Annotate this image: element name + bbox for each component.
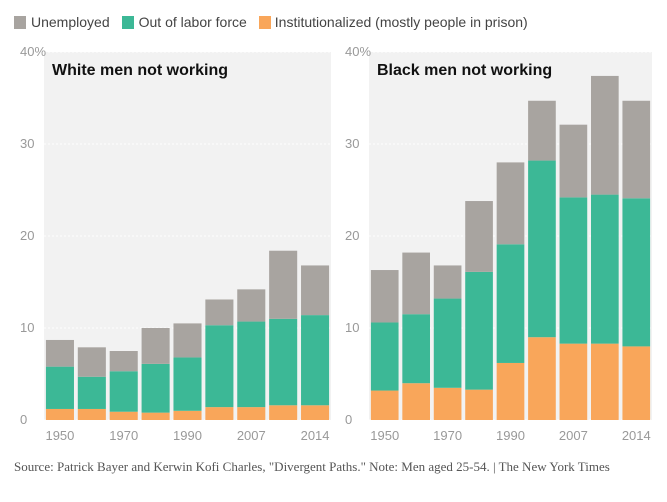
bar-institutionalized-mostly-people-in-prison-2000	[205, 407, 234, 420]
bar-institutionalized-mostly-people-in-prison-2010	[269, 405, 298, 420]
bar-out-of-labor-force-1960	[77, 376, 106, 409]
x-tick-label: 1950	[45, 428, 74, 443]
bar-unemployed-1980	[465, 201, 493, 272]
x-tick-label: 1970	[433, 428, 462, 443]
legend-swatch-unemployed	[14, 15, 26, 29]
bar-unemployed-1970	[433, 265, 462, 299]
bar-institutionalized-mostly-people-in-prison-1960	[77, 408, 106, 420]
bar-unemployed-1990	[173, 323, 202, 358]
bar-unemployed-2007	[559, 124, 588, 198]
bar-out-of-labor-force-2010	[269, 318, 298, 406]
bar-institutionalized-mostly-people-in-prison-1970	[109, 411, 138, 420]
bar-institutionalized-mostly-people-in-prison-1990	[173, 410, 202, 420]
bar-unemployed-1960	[402, 252, 431, 315]
bar-institutionalized-mostly-people-in-prison-1950	[370, 390, 399, 420]
bar-institutionalized-mostly-people-in-prison-2014	[622, 346, 651, 420]
bar-institutionalized-mostly-people-in-prison-2007	[559, 343, 588, 420]
source-note: Source: Patrick Bayer and Kerwin Kofi Ch…	[14, 459, 610, 474]
bar-institutionalized-mostly-people-in-prison-1960	[402, 383, 431, 420]
legend-label-out-of-labor-force: Out of labor force	[138, 14, 247, 30]
bar-institutionalized-mostly-people-in-prison-2000	[528, 337, 556, 420]
bar-out-of-labor-force-2014	[301, 315, 330, 406]
panel-title: White men not working	[52, 62, 228, 79]
panel-white-men: 40% 30 20 10 0 1950 1970 1990 2007 2014 White men …	[20, 44, 331, 443]
bar-unemployed-2007	[237, 289, 266, 322]
y-tick-label: 40%	[20, 44, 46, 59]
y-tick-label: 0	[20, 412, 27, 427]
bar-out-of-labor-force-2010	[590, 194, 619, 344]
legend-swatch-out-of-labor-force	[121, 15, 134, 29]
y-tick-label: 10	[345, 320, 359, 335]
bar-institutionalized-mostly-people-in-prison-1980	[465, 389, 493, 420]
bar-out-of-labor-force-1970	[109, 371, 138, 412]
bar-out-of-labor-force-1980	[141, 363, 170, 413]
bar-unemployed-1970	[109, 351, 138, 372]
bar-institutionalized-mostly-people-in-prison-1970	[433, 387, 462, 420]
bar-out-of-labor-force-2014	[622, 198, 651, 347]
y-tick-label: 20	[20, 228, 34, 243]
bar-out-of-labor-force-1950	[45, 366, 74, 409]
legend: Unemployed Out of labor force Institutio…	[14, 12, 540, 32]
y-tick-label: 30	[345, 136, 359, 151]
bar-institutionalized-mostly-people-in-prison-2014	[301, 405, 330, 420]
bar-out-of-labor-force-1980	[465, 271, 493, 390]
bar-out-of-labor-force-1990	[173, 357, 202, 411]
x-tick-label: 1990	[496, 428, 525, 443]
bar-unemployed-1980	[141, 328, 170, 364]
bar-institutionalized-mostly-people-in-prison-1990	[496, 362, 525, 420]
bar-unemployed-1960	[77, 347, 106, 377]
y-tick-label: 0	[345, 412, 352, 427]
bar-out-of-labor-force-1960	[402, 314, 431, 384]
x-tick-label: 1970	[109, 428, 138, 443]
bar-unemployed-1950	[370, 270, 399, 323]
y-tick-label: 20	[345, 228, 359, 243]
legend-swatch-institutionalized	[258, 15, 271, 29]
bar-institutionalized-mostly-people-in-prison-1950	[45, 408, 74, 420]
bar-out-of-labor-force-2007	[237, 321, 266, 408]
x-tick-label: 1950	[370, 428, 399, 443]
bar-out-of-labor-force-2007	[559, 197, 588, 344]
bar-out-of-labor-force-1950	[370, 322, 399, 391]
legend-item-institutionalized: Institutionalized (mostly people in pris…	[258, 14, 528, 30]
panel-title: Black men not working	[377, 62, 552, 79]
bar-institutionalized-mostly-people-in-prison-1980	[141, 412, 170, 420]
panel-black-men: 40% 30 20 10 0 1950 1970 1990 2007 2014 Black men …	[345, 44, 652, 443]
x-tick-label: 2014	[622, 428, 651, 443]
bar-out-of-labor-force-1970	[433, 298, 462, 388]
bar-unemployed-2010	[590, 75, 619, 195]
y-tick-label: 30	[20, 136, 34, 151]
x-tick-label: 2007	[237, 428, 266, 443]
charts: 40% 30 20 10 0 1950 1970 1990 2007 2014 White men …	[20, 44, 652, 443]
x-tick-label: 2014	[301, 428, 330, 443]
legend-label-institutionalized: Institutionalized (mostly people in pris…	[274, 14, 528, 30]
bar-unemployed-2010	[269, 250, 298, 319]
y-tick-label: 40%	[345, 44, 371, 59]
bar-unemployed-2000	[205, 299, 234, 326]
bar-institutionalized-mostly-people-in-prison-2007	[237, 407, 266, 420]
x-tick-label: 1990	[173, 428, 202, 443]
bar-institutionalized-mostly-people-in-prison-2010	[590, 343, 619, 420]
legend-item-out-of-labor-force: Out of labor force	[121, 14, 247, 30]
bar-unemployed-1990	[496, 162, 525, 245]
legend-label-unemployed: Unemployed	[31, 14, 110, 30]
bar-unemployed-1950	[45, 339, 74, 367]
bar-out-of-labor-force-2000	[205, 325, 234, 408]
bar-unemployed-2014	[301, 265, 330, 316]
bar-out-of-labor-force-2000	[528, 160, 556, 338]
y-tick-label: 10	[20, 320, 34, 335]
bar-out-of-labor-force-1990	[496, 244, 525, 363]
bar-unemployed-2000	[528, 100, 556, 161]
x-tick-label: 2007	[559, 428, 588, 443]
legend-item-unemployed: Unemployed	[14, 14, 110, 30]
bar-unemployed-2014	[622, 100, 651, 199]
